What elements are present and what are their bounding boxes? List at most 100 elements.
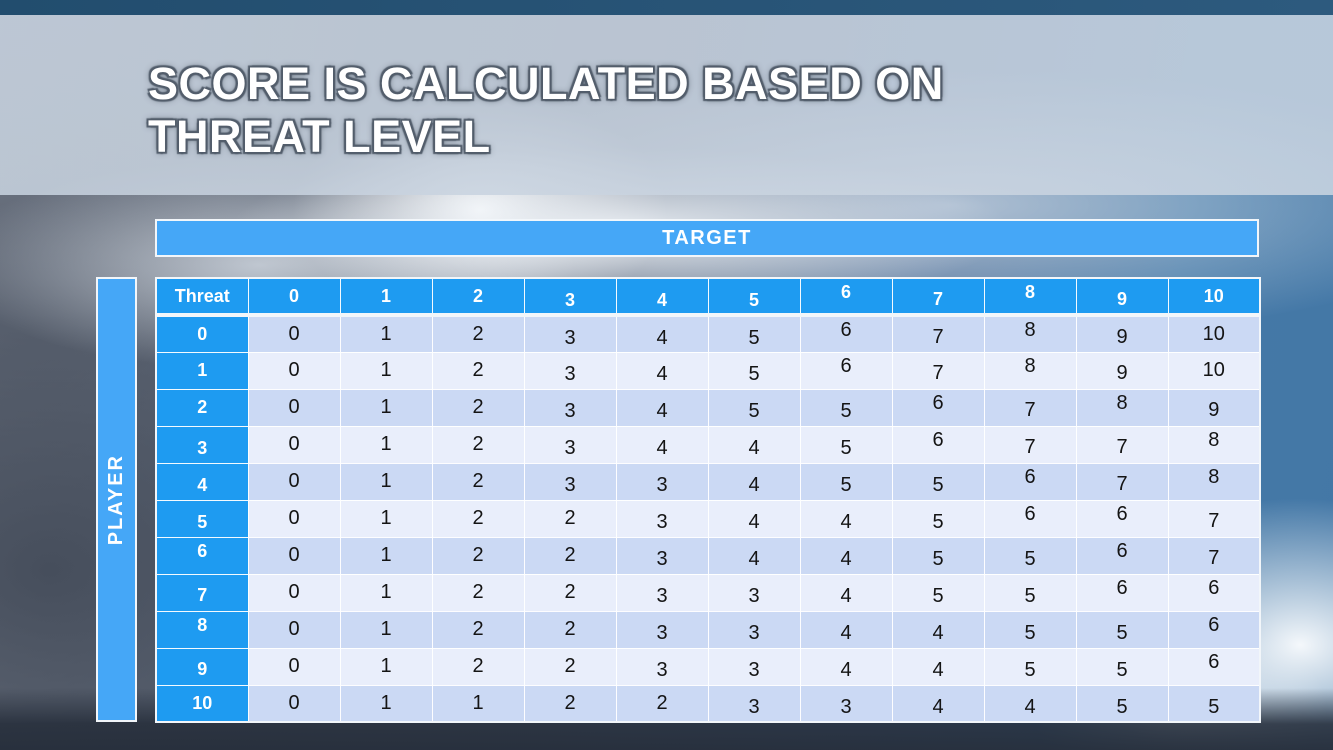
matrix-row: 0 0 1 2 3 4 5 6 7 8 9 10	[155, 314, 1261, 353]
cell-value: 0	[288, 359, 300, 381]
score-cell: 7	[983, 425, 1077, 464]
cell-value: 0	[197, 323, 208, 344]
score-cell: 0	[247, 351, 341, 390]
cell-value: 3	[564, 363, 576, 385]
score-cell: 7	[1167, 536, 1261, 575]
score-cell: 2	[431, 351, 525, 390]
cell-value: 4	[197, 475, 208, 495]
row-header: 3	[155, 425, 249, 464]
cell-value: 0	[288, 470, 300, 492]
score-cell: 1	[339, 684, 433, 723]
matrix-header-row: Threat 0 1 2 3 4 5 6 7 8 9 10	[155, 277, 1261, 317]
matrix-row: 3 0 1 2 3 4 4 5 6 7 7 8	[155, 425, 1261, 464]
cell-value: 4	[656, 326, 668, 349]
score-cell: 2	[431, 499, 525, 538]
cell-value: 10	[1202, 322, 1225, 345]
column-header: 2	[431, 277, 525, 317]
row-header: 4	[155, 462, 249, 501]
cell-value: 0	[288, 691, 300, 714]
matrix-row: 4 0 1 2 3 3 4 5 5 6 7 8	[155, 462, 1261, 501]
cell-value: 5	[932, 585, 944, 607]
score-cell: 2	[523, 536, 617, 575]
column-header: 7	[891, 277, 985, 317]
score-cell: 7	[891, 351, 985, 390]
slide-title: SCORE IS CALCULATED BASED ON THREAT LEVEL	[148, 58, 944, 163]
score-cell: 5	[707, 351, 801, 390]
score-cell: 5	[983, 647, 1077, 686]
cell-value: 1	[380, 285, 391, 306]
cell-value: 3	[564, 289, 575, 310]
cell-value: 1	[380, 507, 392, 529]
corner-cell-threat: Threat	[155, 277, 249, 317]
cell-value: 4	[656, 400, 668, 422]
cell-value: 3	[656, 548, 668, 570]
cell-value: 4	[748, 437, 760, 459]
score-cell: 5	[891, 462, 985, 501]
score-cell: 7	[1075, 425, 1169, 464]
score-cell: 2	[431, 573, 525, 612]
score-cell: 2	[431, 610, 525, 649]
score-cell: 2	[615, 684, 709, 723]
score-cell: 0	[247, 573, 341, 612]
score-cell: 4	[615, 351, 709, 390]
cell-value: 4	[932, 659, 944, 681]
score-cell: 3	[615, 647, 709, 686]
column-header: 6	[799, 277, 893, 317]
matrix-row: 9 0 1 2 2 3 3 4 4 5 5 6	[155, 647, 1261, 686]
cell-value: 4	[932, 695, 944, 718]
matrix-row: 8 0 1 2 2 3 3 4 4 5 5 6	[155, 610, 1261, 649]
cell-value: 5	[748, 289, 759, 310]
score-cell: 2	[523, 684, 617, 723]
score-cell: 6	[891, 388, 985, 427]
cell-value: 1	[380, 581, 392, 603]
cell-value: 1	[380, 544, 392, 566]
row-header: 10	[155, 684, 249, 723]
score-cell: 8	[1167, 462, 1261, 501]
score-cell: 3	[523, 462, 617, 501]
cell-value: 4	[748, 474, 760, 496]
score-cell: 0	[247, 610, 341, 649]
cell-value: 0	[288, 285, 299, 306]
row-header: 2	[155, 388, 249, 427]
score-cell: 1	[339, 573, 433, 612]
cell-value: 5	[1024, 659, 1036, 681]
cell-value: 8	[1024, 355, 1036, 377]
cell-value: 3	[656, 474, 668, 496]
cell-value: 9	[1116, 325, 1128, 348]
cell-value: 4	[840, 622, 852, 644]
score-cell: 0	[247, 314, 341, 353]
score-cell: 4	[707, 462, 801, 501]
cell-value: 5	[748, 400, 760, 422]
score-cell: 8	[983, 351, 1077, 390]
matrix-row: 2 0 1 2 3 4 5 5 6 7 8 9	[155, 388, 1261, 427]
matrix-row: 6 0 1 2 2 3 4 4 5 5 6 7	[155, 536, 1261, 575]
score-cell: 3	[615, 610, 709, 649]
cell-value: 2	[564, 544, 576, 566]
row-header: 1	[155, 351, 249, 390]
matrix-row: 1 0 1 2 3 4 5 6 7 8 9 10	[155, 351, 1261, 390]
cell-value: 3	[656, 585, 668, 607]
cell-value: 4	[840, 659, 852, 681]
score-cell: 1	[339, 610, 433, 649]
score-matrix-table: Threat 0 1 2 3 4 5 6 7 8 9 10 0 0 1 2 3 4 5 6 7 8 9 10 1 0 1 2 3 4 5…	[155, 277, 1261, 723]
score-cell: 4	[891, 684, 985, 723]
cell-value: 3	[656, 659, 668, 681]
cell-value: 4	[840, 585, 852, 607]
cell-value: 5	[932, 511, 944, 533]
score-cell: 0	[247, 647, 341, 686]
cell-value: 5	[1024, 622, 1036, 644]
score-cell: 1	[339, 314, 433, 353]
cell-value: 4	[748, 548, 760, 570]
cell-value: 5	[197, 512, 208, 532]
score-cell: 2	[431, 425, 525, 464]
score-cell: 5	[1075, 610, 1169, 649]
cell-value: 5	[1116, 659, 1128, 681]
cell-value: 6	[1208, 577, 1220, 599]
score-cell: 6	[891, 425, 985, 464]
cell-value: 10	[1203, 285, 1224, 306]
cell-value: 8	[197, 615, 208, 635]
cell-value: 1	[197, 360, 208, 380]
cell-value: 2	[564, 655, 576, 677]
row-header: 8	[155, 610, 249, 649]
